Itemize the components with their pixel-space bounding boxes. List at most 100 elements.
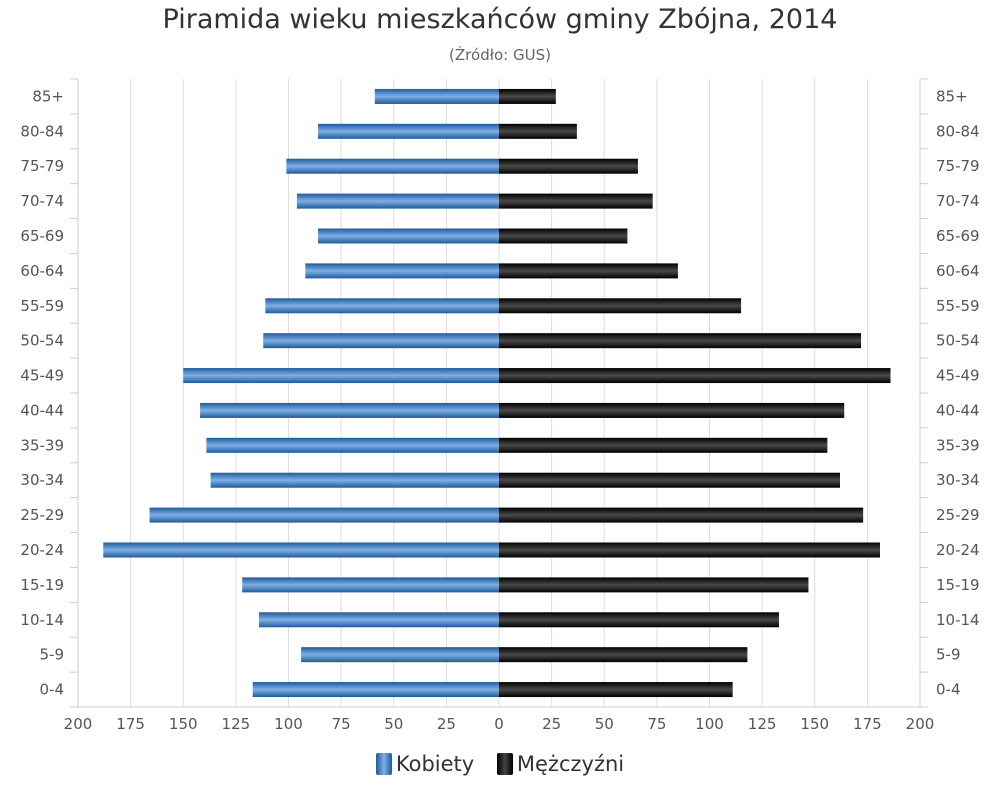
bar-mezczyzni-20-24 — [499, 542, 881, 558]
legend-item-kobiety[interactable]: Kobiety — [375, 752, 475, 776]
category-label-right: 0-4 — [936, 681, 961, 699]
category-label-right: 50-54 — [936, 332, 980, 350]
bar-kobiety-60-64 — [305, 263, 499, 279]
axis-labels: 200 175 150 125 100 75 50 25 0 25 50 75 100 125 150 175… — [20, 87, 979, 733]
bar-mezczyzni-30-34 — [499, 472, 841, 488]
category-label-left: 20-24 — [20, 541, 64, 559]
category-label-left: 75-79 — [20, 157, 64, 175]
bar-kobiety-75-79 — [286, 158, 499, 174]
legend-swatch-kobiety — [375, 753, 392, 775]
bar-kobiety-50-54 — [263, 333, 499, 349]
category-label-left: 65-69 — [20, 227, 64, 245]
x-tick-label: 75 — [647, 715, 666, 733]
x-tick-label: 150 — [169, 715, 198, 733]
bar-mezczyzni-5-9 — [499, 647, 748, 663]
category-label-left: 55-59 — [20, 297, 64, 315]
category-label-left: 45-49 — [20, 367, 64, 385]
x-tick-label: 0 — [494, 715, 504, 733]
x-tick-label: 175 — [116, 715, 145, 733]
bar-kobiety-0-4 — [252, 682, 499, 698]
bar-mezczyzni-60-64 — [499, 263, 678, 279]
category-label-left: 40-44 — [20, 401, 64, 419]
bar-mezczyzni-10-14 — [499, 612, 779, 628]
category-label-left: 5-9 — [40, 646, 65, 664]
bar-mezczyzni-65-69 — [499, 228, 628, 244]
x-tick-label: 125 — [222, 715, 251, 733]
bar-mezczyzni-45-49 — [499, 368, 891, 384]
bar-kobiety-85+ — [374, 88, 499, 104]
chart-subtitle: (Źródło: GUS) — [449, 46, 551, 64]
category-label-left: 0-4 — [40, 681, 65, 699]
bar-kobiety-65-69 — [317, 228, 499, 244]
bar-mezczyzni-40-44 — [499, 402, 845, 418]
x-tick-label: 125 — [748, 715, 777, 733]
x-tick-label: 150 — [800, 715, 829, 733]
bar-kobiety-5-9 — [301, 647, 499, 663]
bar-kobiety-35-39 — [206, 437, 499, 453]
bar-mezczyzni-35-39 — [499, 437, 828, 453]
category-label-right: 75-79 — [936, 157, 980, 175]
bar-kobiety-70-74 — [296, 193, 499, 209]
bar-kobiety-15-19 — [242, 577, 499, 593]
x-tick-label: 100 — [695, 715, 724, 733]
bar-mezczyzni-85+ — [499, 88, 556, 104]
x-tick-label: 200 — [906, 715, 935, 733]
category-label-right: 35-39 — [936, 436, 980, 454]
category-label-left: 25-29 — [20, 506, 64, 524]
bar-mezczyzni-75-79 — [499, 158, 638, 174]
category-label-left: 80-84 — [20, 122, 64, 140]
category-label-right: 85+ — [936, 87, 968, 105]
category-label-right: 55-59 — [936, 297, 980, 315]
bar-mezczyzni-50-54 — [499, 333, 862, 349]
bar-kobiety-80-84 — [317, 123, 499, 139]
bar-mezczyzni-80-84 — [499, 123, 577, 139]
category-label-left: 50-54 — [20, 332, 64, 350]
chart-title: Piramida wieku mieszkańców gminy Zbójna,… — [162, 4, 838, 35]
category-label-right: 25-29 — [936, 506, 980, 524]
x-tick-label: 50 — [384, 715, 403, 733]
bar-mezczyzni-15-19 — [499, 577, 809, 593]
bar-mezczyzni-55-59 — [499, 298, 742, 314]
category-label-left: 35-39 — [20, 436, 64, 454]
bar-kobiety-25-29 — [149, 507, 499, 523]
bar-kobiety-10-14 — [259, 612, 499, 628]
x-tick-label: 200 — [64, 715, 93, 733]
category-label-left: 60-64 — [20, 262, 64, 280]
x-tick-label: 25 — [542, 715, 561, 733]
legend-item-mezczyzni[interactable]: Mężczyźni — [496, 752, 625, 776]
category-label-right: 10-14 — [936, 611, 980, 629]
legend-label-mezczyzni: Mężczyźni — [516, 752, 625, 776]
x-tick-label: 25 — [437, 715, 456, 733]
legend-swatch-mezczyzni — [496, 753, 513, 775]
category-label-right: 80-84 — [936, 122, 980, 140]
category-label-right: 40-44 — [936, 401, 980, 419]
x-tick-label: 75 — [332, 715, 351, 733]
x-tick-label: 175 — [853, 715, 882, 733]
category-label-right: 20-24 — [936, 541, 980, 559]
bar-kobiety-20-24 — [103, 542, 499, 558]
bar-kobiety-40-44 — [200, 402, 499, 418]
bars — [103, 88, 891, 698]
legend-label-kobiety: Kobiety — [395, 752, 475, 776]
category-label-left: 10-14 — [20, 611, 64, 629]
bar-mezczyzni-0-4 — [499, 682, 733, 698]
category-label-left: 85+ — [32, 87, 64, 105]
bar-mezczyzni-25-29 — [499, 507, 864, 523]
category-label-right: 5-9 — [936, 646, 961, 664]
category-label-right: 30-34 — [936, 471, 980, 489]
bar-mezczyzni-70-74 — [499, 193, 653, 209]
bar-kobiety-30-34 — [210, 472, 500, 488]
category-label-right: 15-19 — [936, 576, 980, 594]
category-label-right: 60-64 — [936, 262, 980, 280]
x-tick-label: 100 — [274, 715, 303, 733]
category-label-right: 65-69 — [936, 227, 980, 245]
category-label-left: 70-74 — [20, 192, 64, 210]
bar-kobiety-45-49 — [183, 368, 499, 384]
legend: Kobiety Mężczyźni — [0, 752, 1000, 780]
category-label-right: 45-49 — [936, 367, 980, 385]
category-label-left: 30-34 — [20, 471, 64, 489]
bar-kobiety-55-59 — [265, 298, 499, 314]
axes — [70, 78, 928, 708]
category-label-right: 70-74 — [936, 192, 980, 210]
